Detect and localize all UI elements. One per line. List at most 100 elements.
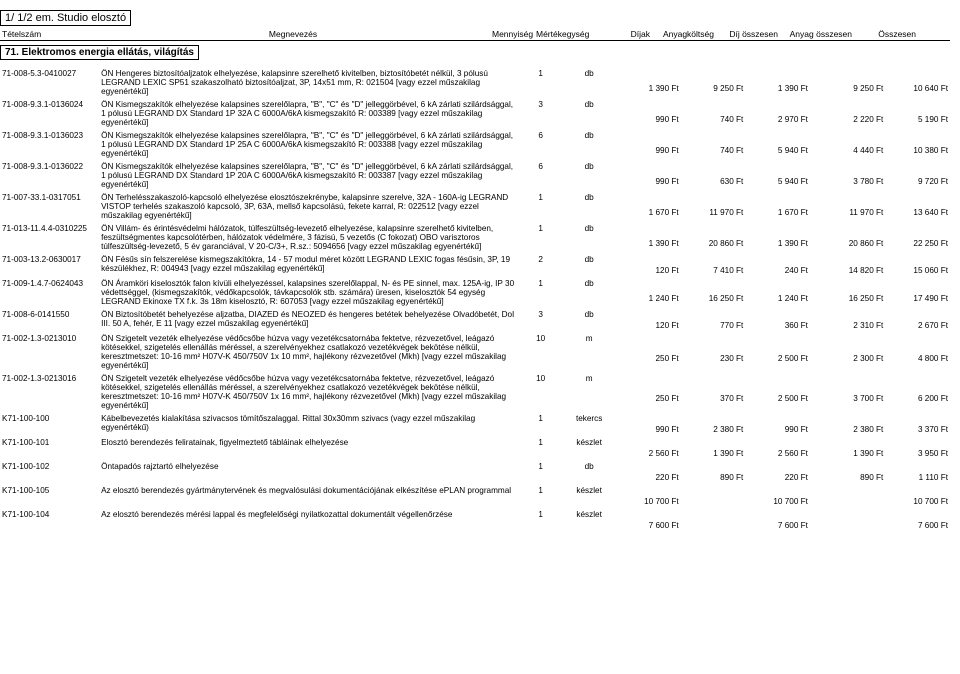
cell-id: K71-100-105 — [0, 483, 99, 507]
cell-dijo: 2 970 Ft — [745, 114, 810, 128]
cell-qty: 1 — [519, 66, 562, 83]
cell-anyag: 7 410 Ft — [681, 265, 746, 276]
cell-ossz: 3 370 Ft — [885, 424, 950, 435]
cell-unit: db — [562, 97, 616, 114]
section-heading: 71. Elektromos energia ellátás, világítá… — [0, 45, 199, 60]
cell-dij: 220 Ft — [616, 472, 681, 483]
table-row: 71-008-9.3.1-0136023ÖN Kismegszakítók el… — [0, 128, 950, 145]
cell-id: 71-008-5.3-0410027 — [0, 66, 99, 97]
table-row: 71-013-11.4.4-0310225ÖN Villám- és érint… — [0, 221, 950, 238]
cell-anyag — [681, 496, 746, 507]
cell-qty: 1 — [519, 435, 562, 448]
table-row: 71-008-9.3.1-0136022ÖN Kismegszakítók el… — [0, 159, 950, 176]
cell-dijo: 5 940 Ft — [745, 145, 810, 159]
cell-dij: 990 Ft — [616, 145, 681, 159]
cell-qty: 3 — [519, 97, 562, 114]
cell-ossz: 13 640 Ft — [885, 207, 950, 221]
cell-dijo: 7 600 Ft — [745, 520, 810, 531]
cell-desc: ÖN Kismegszakítók elhelyezése kalapsines… — [99, 97, 519, 128]
cell-dijo: 240 Ft — [745, 265, 810, 276]
cell-desc: Öntapadós rajztartó elhelyezése — [99, 459, 519, 483]
cell-unit: db — [562, 459, 616, 472]
cell-anyag — [681, 520, 746, 531]
cell-desc: ÖN Szigetelt vezeték elhelyezése védőcső… — [99, 331, 519, 371]
col-unit: Mértékegység — [534, 28, 588, 40]
cell-dij: 10 700 Ft — [616, 496, 681, 507]
cell-id: 71-008-9.3.1-0136024 — [0, 97, 99, 128]
cell-anyago: 890 Ft — [810, 472, 885, 483]
cell-dij: 990 Ft — [616, 114, 681, 128]
cell-anyag: 2 380 Ft — [681, 424, 746, 435]
cell-desc: ÖN Hengeres biztosítóaljzatok elhelyezés… — [99, 66, 519, 97]
cell-qty: 6 — [519, 128, 562, 145]
table-row: 71-002-1.3-0213010ÖN Szigetelt vezeték e… — [0, 331, 950, 353]
cell-anyag: 370 Ft — [681, 393, 746, 411]
cell-anyag: 20 860 Ft — [681, 238, 746, 252]
cell-anyag: 770 Ft — [681, 320, 746, 331]
cell-desc: ÖN Biztosítóbetét behelyezése aljzatba, … — [99, 307, 519, 331]
cell-anyag: 740 Ft — [681, 145, 746, 159]
col-anyago: Anyag összesen — [780, 28, 854, 40]
column-header-row: Tételszám Megnevezés Mennyiség Mértékegy… — [0, 28, 950, 41]
cell-unit: db — [562, 252, 616, 265]
cell-id: 71-003-13.2-0630017 — [0, 252, 99, 276]
cell-dij: 1 390 Ft — [616, 238, 681, 252]
table-row: K71-100-100Kábelbevezetés kialakítása sz… — [0, 411, 950, 424]
cell-ossz: 10 700 Ft — [885, 496, 950, 507]
cell-dij: 2 560 Ft — [616, 448, 681, 459]
cell-dijo: 1 240 Ft — [745, 293, 810, 307]
cell-unit: tekercs — [562, 411, 616, 424]
cell-ossz: 15 060 Ft — [885, 265, 950, 276]
table-row: 71-009-1.4.7-0624043ÖN Áramköri kiselosz… — [0, 276, 950, 293]
cell-ossz: 22 250 Ft — [885, 238, 950, 252]
cell-dijo: 2 500 Ft — [745, 393, 810, 411]
cell-id: 71-009-1.4.7-0624043 — [0, 276, 99, 307]
cell-dijo: 2 560 Ft — [745, 448, 810, 459]
table-row: K71-100-104Az elosztó berendezés mérési … — [0, 507, 950, 520]
cell-desc: Az elosztó berendezés mérési lappal és m… — [99, 507, 519, 531]
cell-anyago: 4 440 Ft — [810, 145, 885, 159]
cell-desc: ÖN Áramköri kiselosztók falon kívüli elh… — [99, 276, 519, 307]
cell-dijo: 10 700 Ft — [745, 496, 810, 507]
cell-anyago: 16 250 Ft — [810, 293, 885, 307]
col-desc: Megnevezés — [96, 28, 490, 40]
cell-id: 71-008-6-0141550 — [0, 307, 99, 331]
cell-anyag: 16 250 Ft — [681, 293, 746, 307]
cell-dij: 120 Ft — [616, 265, 681, 276]
cell-qty: 1 — [519, 459, 562, 472]
cell-dij: 1 670 Ft — [616, 207, 681, 221]
cell-qty: 10 — [519, 371, 562, 393]
cell-anyago: 2 300 Ft — [810, 353, 885, 371]
cell-ossz: 5 190 Ft — [885, 114, 950, 128]
cell-anyag: 630 Ft — [681, 176, 746, 190]
table-row: 71-008-5.3-0410027ÖN Hengeres biztosítóa… — [0, 66, 950, 83]
table-row: K71-100-105Az elosztó berendezés gyártmá… — [0, 483, 950, 496]
col-anyag: Anyagköltség — [652, 28, 716, 40]
cell-qty: 3 — [519, 307, 562, 320]
items-table: 71-008-5.3-0410027ÖN Hengeres biztosítóa… — [0, 66, 950, 531]
cell-anyag: 890 Ft — [681, 472, 746, 483]
cell-id: 71-002-1.3-0213016 — [0, 371, 99, 411]
cell-desc: ÖN Kismegszakítók elhelyezése kalapsines… — [99, 128, 519, 159]
cell-anyago: 14 820 Ft — [810, 265, 885, 276]
cell-id: 71-007-33.1-0317051 — [0, 190, 99, 221]
cell-qty: 1 — [519, 507, 562, 520]
cell-unit: készlet — [562, 483, 616, 496]
cell-anyago — [810, 496, 885, 507]
cell-desc: Kábelbevezetés kialakítása szivacsos töm… — [99, 411, 519, 435]
cell-qty: 6 — [519, 159, 562, 176]
cell-ossz: 1 110 Ft — [885, 472, 950, 483]
cell-anyago: 2 380 Ft — [810, 424, 885, 435]
cell-anyago: 9 250 Ft — [810, 83, 885, 97]
cell-dijo: 360 Ft — [745, 320, 810, 331]
cell-desc: ÖN Szigetelt vezeték elhelyezése védőcső… — [99, 371, 519, 411]
col-id: Tételszám — [0, 28, 96, 40]
cell-ossz: 17 490 Ft — [885, 293, 950, 307]
cell-desc: ÖN Kismegszakítók elhelyezése kalapsines… — [99, 159, 519, 190]
cell-ossz: 3 950 Ft — [885, 448, 950, 459]
table-row: 71-007-33.1-0317051ÖN Terhelésszakaszoló… — [0, 190, 950, 207]
col-dijo: Díj összesen — [716, 28, 780, 40]
cell-dij: 7 600 Ft — [616, 520, 681, 531]
cell-anyago: 3 780 Ft — [810, 176, 885, 190]
cell-anyag: 11 970 Ft — [681, 207, 746, 221]
